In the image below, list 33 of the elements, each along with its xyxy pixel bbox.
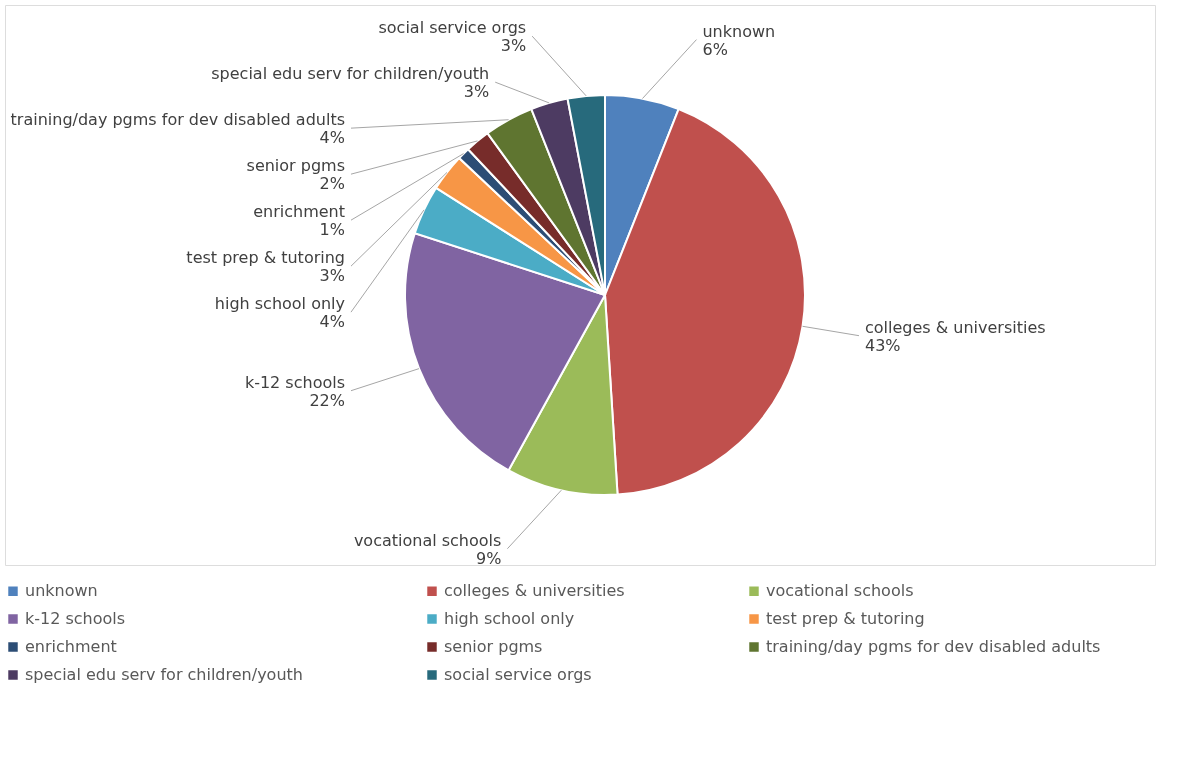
legend-label: special edu serv for children/youth — [25, 665, 303, 684]
slice-label: special edu serv for children/youth — [211, 64, 490, 84]
data-label: 3% — [319, 266, 345, 286]
slice-label: enrichment — [253, 202, 345, 222]
slice-label: k-12 schools — [244, 372, 345, 392]
slice-label: colleges & universities — [865, 317, 1046, 337]
legend-label: training/day pgms for dev disabled adults — [766, 637, 1101, 656]
data-label: 3% — [500, 36, 527, 56]
data-label: 6% — [702, 39, 728, 59]
legend-label: vocational schools — [766, 581, 914, 601]
legend-label: enrichment — [25, 637, 117, 656]
legend-label: social service orgs — [444, 665, 592, 684]
data-label: 43% — [865, 335, 901, 355]
slice-label: vocational schools — [353, 530, 502, 550]
slice-label: test prep & tutoring — [186, 248, 345, 268]
slice-label: high school only — [214, 294, 345, 314]
data-label: 4% — [319, 312, 345, 332]
data-label: 1% — [319, 220, 345, 240]
data-label: 2% — [319, 174, 345, 194]
data-label: 4% — [319, 128, 345, 148]
slice-label: social service orgs — [378, 18, 527, 38]
slice-label: unknown — [702, 21, 776, 41]
legend-label: colleges & universities — [444, 581, 625, 601]
data-label: 3% — [463, 82, 490, 102]
data-label: 22% — [309, 390, 345, 410]
legend-label: senior pgms — [444, 637, 543, 656]
slice-label: senior pgms — [246, 156, 345, 176]
legend-label: k-12 schools — [25, 609, 126, 628]
slice-label: training/day pgms for dev disabled adults — [10, 110, 345, 130]
legend-label: test prep & tutoring — [766, 609, 925, 628]
legend-label: high school only — [444, 609, 575, 628]
legend-label: unknown — [25, 581, 98, 601]
data-label: 9% — [475, 548, 502, 568]
